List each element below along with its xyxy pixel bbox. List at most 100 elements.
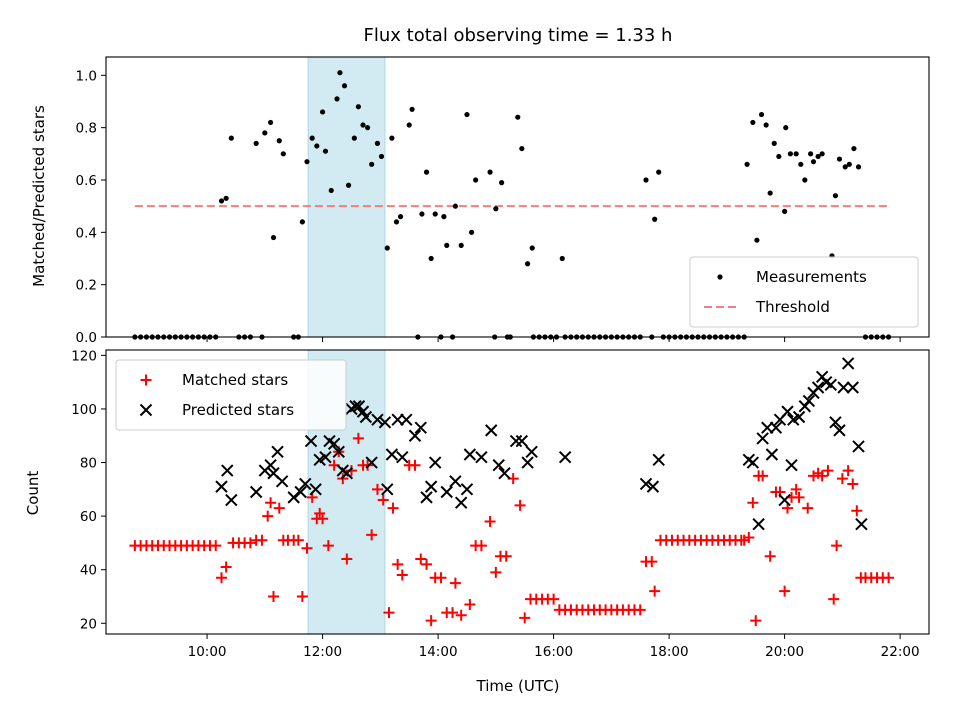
data-point bbox=[646, 480, 660, 493]
data-point bbox=[415, 553, 427, 565]
data-point bbox=[837, 381, 850, 394]
data-point bbox=[842, 164, 848, 170]
data-point bbox=[444, 242, 450, 249]
data-point bbox=[643, 177, 649, 183]
data-point bbox=[383, 607, 395, 619]
data-point bbox=[559, 255, 565, 262]
data-point bbox=[493, 206, 499, 212]
data-point bbox=[525, 445, 538, 459]
data-point bbox=[328, 187, 334, 194]
data-point bbox=[833, 424, 846, 437]
data-point bbox=[265, 497, 277, 509]
data-point bbox=[790, 483, 802, 495]
data-point bbox=[304, 434, 318, 448]
data-point bbox=[423, 169, 430, 175]
data-point bbox=[220, 561, 232, 573]
data-point bbox=[256, 534, 268, 546]
data-point bbox=[639, 477, 653, 491]
data-point bbox=[221, 464, 234, 477]
data-point bbox=[452, 203, 459, 209]
data-point bbox=[851, 145, 857, 152]
axes-frame bbox=[105, 56, 930, 338]
data-point bbox=[785, 459, 798, 472]
data-point bbox=[824, 378, 838, 392]
data-point bbox=[447, 607, 459, 619]
data-point bbox=[304, 159, 310, 165]
data-point bbox=[449, 475, 462, 488]
data-point bbox=[747, 497, 759, 509]
data-point bbox=[842, 465, 854, 477]
y-tick-label: 80 bbox=[80, 456, 97, 472]
data-point bbox=[393, 219, 400, 225]
data-point bbox=[455, 609, 467, 621]
data-point bbox=[301, 542, 313, 554]
data-point bbox=[781, 405, 794, 418]
data-point bbox=[377, 494, 389, 506]
legend: Measurements Threshold bbox=[689, 256, 919, 328]
data-point bbox=[360, 122, 366, 128]
legend-label: Matched stars bbox=[182, 371, 288, 389]
data-point bbox=[499, 180, 505, 186]
legend: Matched stars Predicted stars bbox=[115, 359, 347, 431]
data-point bbox=[309, 483, 322, 496]
data-point bbox=[441, 214, 447, 220]
data-point bbox=[769, 421, 783, 434]
data-point bbox=[548, 593, 560, 605]
data-point bbox=[299, 477, 312, 491]
data-point bbox=[464, 599, 476, 611]
data-point bbox=[322, 540, 334, 552]
data-point bbox=[406, 122, 412, 128]
data-point bbox=[484, 515, 496, 527]
data-point bbox=[210, 540, 222, 552]
data-point bbox=[396, 450, 409, 464]
data-point bbox=[783, 125, 789, 131]
data-point bbox=[341, 553, 353, 565]
legend-frame bbox=[115, 359, 347, 431]
data-point bbox=[828, 593, 840, 605]
data-point bbox=[225, 493, 238, 507]
data-point bbox=[435, 572, 447, 584]
data-point bbox=[409, 106, 415, 112]
data-point bbox=[509, 434, 523, 448]
data-point bbox=[475, 540, 487, 552]
data-point bbox=[836, 473, 848, 485]
data-point bbox=[836, 156, 843, 162]
x-tick-label: 20:00 bbox=[765, 644, 804, 660]
data-point bbox=[815, 153, 821, 160]
data-point bbox=[271, 445, 284, 459]
x-axis-label: Time (UTC) bbox=[476, 677, 560, 695]
data-point bbox=[779, 585, 791, 597]
data-point bbox=[855, 517, 868, 531]
data-point bbox=[855, 164, 862, 170]
y-tick-label: 0.4 bbox=[76, 225, 97, 241]
data-point bbox=[841, 357, 855, 370]
data-point bbox=[276, 138, 282, 144]
data-point bbox=[851, 505, 863, 517]
data-point bbox=[249, 485, 263, 499]
legend-label: Predicted stars bbox=[182, 401, 294, 419]
data-point bbox=[515, 114, 521, 120]
data-point bbox=[634, 604, 646, 616]
data-point bbox=[822, 465, 834, 477]
data-point bbox=[345, 182, 352, 188]
data-point bbox=[262, 130, 268, 136]
data-point bbox=[397, 214, 404, 220]
data-point bbox=[454, 496, 468, 509]
data-point bbox=[264, 459, 277, 472]
data-point bbox=[381, 483, 394, 496]
data-point bbox=[492, 459, 505, 472]
x-tick-label: 22:00 bbox=[881, 644, 920, 660]
axes-frame bbox=[105, 349, 930, 635]
data-point bbox=[218, 198, 225, 204]
data-point bbox=[389, 135, 395, 141]
data-point bbox=[387, 502, 399, 514]
x-tick-label: 16:00 bbox=[534, 644, 573, 660]
data-point bbox=[270, 234, 277, 241]
bottom-y-axis-label: Count bbox=[24, 471, 42, 516]
data-point bbox=[792, 410, 806, 424]
data-point bbox=[793, 151, 799, 157]
data-point bbox=[764, 550, 776, 562]
data-point bbox=[500, 550, 512, 562]
data-point bbox=[754, 237, 760, 243]
